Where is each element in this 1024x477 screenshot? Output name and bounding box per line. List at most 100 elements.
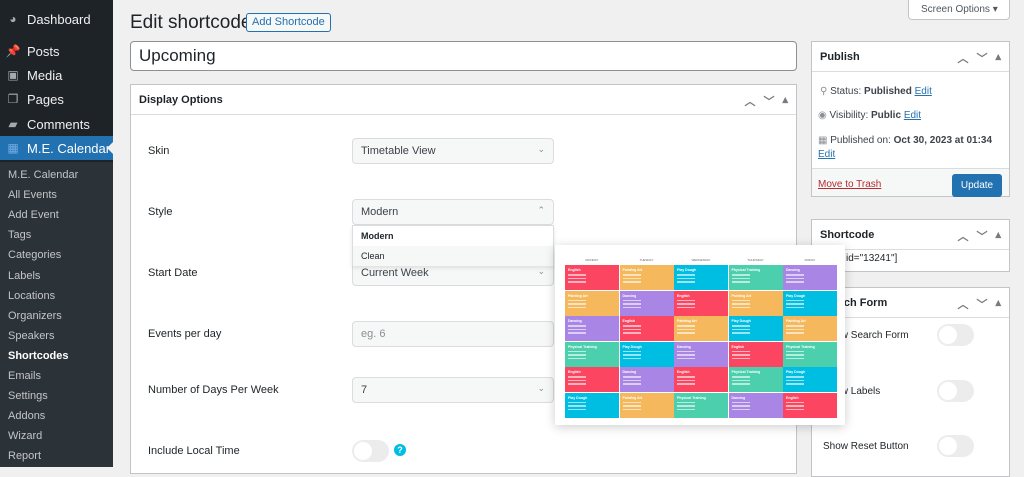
option-modern[interactable]: Modern bbox=[361, 231, 394, 241]
event-title: Physical Training bbox=[731, 370, 761, 374]
preview-event-cell: English bbox=[619, 316, 674, 341]
toggle-panel-icon[interactable]: ▴ bbox=[995, 297, 1001, 309]
box-header: Display Options ︿ ﹀ ▴ bbox=[131, 85, 796, 115]
move-down-icon[interactable]: ﹀ bbox=[976, 53, 988, 65]
submenu-item[interactable]: Add Event bbox=[8, 209, 59, 222]
move-down-icon[interactable]: ﹀ bbox=[976, 299, 988, 311]
skin-select[interactable]: Timetable View ⌄ bbox=[352, 138, 554, 164]
submenu-item[interactable]: Locations bbox=[8, 289, 56, 302]
event-title: Dancing bbox=[677, 344, 691, 349]
submenu-item[interactable]: M.E. Calendar bbox=[8, 169, 79, 181]
menu-pages[interactable]: ❐ Pages bbox=[0, 87, 113, 111]
move-up-icon[interactable]: ︿ bbox=[957, 231, 969, 243]
show-labels-toggle[interactable] bbox=[937, 380, 974, 402]
submenu-item[interactable]: Categories bbox=[8, 249, 62, 262]
page-title: Edit shortcodes bbox=[130, 12, 261, 33]
title-input[interactable] bbox=[130, 41, 797, 71]
admin-sidebar: ◕ Dashboard 📌 Posts ▣ Media ❐ Pages ▰ Comment… bbox=[0, 0, 113, 467]
status-row: ⚲ Status: Published Edit bbox=[820, 86, 932, 97]
preview-event-cell: Dancing bbox=[619, 367, 674, 392]
menu-label: Media bbox=[27, 67, 63, 83]
preview-event-cell: English bbox=[674, 290, 728, 316]
visibility-row: ◉ Visibility: Public Edit bbox=[818, 110, 921, 121]
preview-event-cell: English bbox=[783, 392, 837, 418]
menu-posts[interactable]: 📌 Posts bbox=[0, 39, 113, 63]
help-icon[interactable]: ? bbox=[394, 444, 406, 456]
event-title: Play Dough bbox=[731, 319, 751, 323]
shortcode-value[interactable]: id="13241"] bbox=[846, 253, 898, 264]
published-row: ▦ Published on: Oct 30, 2023 at 01:34 Edi… bbox=[818, 134, 1008, 162]
event-title: Dancing bbox=[786, 268, 800, 272]
toggle-panel-icon[interactable]: ▴ bbox=[995, 229, 1001, 241]
option-clean[interactable]: Clean bbox=[353, 246, 553, 266]
preview-event-cell: Painting Art bbox=[619, 392, 674, 418]
menu-comments[interactable]: ▰ Comments bbox=[0, 112, 113, 136]
style-select[interactable]: Modern ⌃ bbox=[352, 199, 554, 225]
chevron-down-icon: ⌄ bbox=[537, 383, 545, 393]
submenu-item[interactable]: Report bbox=[8, 450, 42, 463]
preview-event-cell: Physical Training bbox=[728, 367, 783, 392]
start-date-label: Start Date bbox=[148, 267, 198, 279]
event-title: English bbox=[568, 268, 581, 272]
submenu-item[interactable]: Shortcodes bbox=[8, 349, 69, 362]
edit-status-link[interactable]: Edit bbox=[914, 86, 932, 97]
event-title: English bbox=[677, 293, 690, 298]
skin-label: Skin bbox=[148, 145, 170, 157]
menu-label: Posts bbox=[27, 43, 60, 59]
screen-options-button[interactable]: Screen Options ▾ bbox=[908, 0, 1010, 20]
box-title: Shortcode bbox=[820, 228, 875, 241]
move-down-icon[interactable]: ﹀ bbox=[763, 96, 775, 108]
toggle-panel-icon[interactable]: ▴ bbox=[782, 94, 788, 106]
local-time-label: Include Local Time bbox=[148, 445, 240, 457]
box-title: Display Options bbox=[139, 93, 223, 106]
event-title: English bbox=[731, 344, 745, 349]
preview-event-cell: Physical Training bbox=[674, 392, 728, 418]
move-to-trash-link[interactable]: Move to Trash bbox=[818, 179, 882, 190]
preview-event-cell: English bbox=[674, 367, 728, 392]
dashboard-icon: ◕ bbox=[9, 12, 17, 26]
preview-event-cell: Dancing bbox=[619, 290, 674, 316]
edit-date-link[interactable]: Edit bbox=[818, 149, 836, 160]
preview-day-header: MONDAY bbox=[585, 258, 599, 262]
move-up-icon[interactable]: ︿ bbox=[957, 299, 969, 311]
preview-day-header: TUESDAY bbox=[639, 258, 654, 262]
days-per-week-label: Number of Days Per Week bbox=[148, 384, 279, 396]
media-icon: ▣ bbox=[7, 68, 19, 82]
event-title: Painting Art bbox=[622, 395, 643, 400]
add-shortcode-button[interactable]: Add Shortcode bbox=[246, 13, 331, 32]
show-search-form-toggle[interactable] bbox=[937, 324, 974, 346]
event-title: English bbox=[568, 370, 581, 374]
preview-event-cell: Play Dough bbox=[565, 392, 619, 418]
published-label: Published on: bbox=[830, 135, 891, 146]
menu-me-calendar[interactable]: ▦ M.E. Calendar bbox=[0, 136, 113, 160]
submenu-item[interactable]: All Events bbox=[8, 189, 57, 202]
events-per-day-input[interactable]: eg. 6 bbox=[352, 321, 554, 347]
move-down-icon[interactable]: ﹀ bbox=[976, 231, 988, 243]
visibility-value: Public bbox=[871, 110, 902, 121]
menu-dashboard[interactable]: ◕ Dashboard bbox=[0, 7, 113, 31]
status-value: Published bbox=[864, 86, 912, 97]
local-time-toggle[interactable] bbox=[352, 440, 389, 462]
days-per-week-select[interactable]: 7 ⌄ bbox=[352, 377, 554, 403]
submenu-item[interactable]: Tags bbox=[8, 229, 32, 242]
submenu-item[interactable]: Speakers bbox=[8, 329, 55, 342]
edit-visibility-link[interactable]: Edit bbox=[903, 110, 922, 121]
update-button[interactable]: Update bbox=[952, 174, 1002, 197]
submenu-item[interactable]: Wizard bbox=[8, 430, 43, 443]
menu-media[interactable]: ▣ Media bbox=[0, 63, 113, 87]
submenu-item[interactable]: Labels bbox=[8, 269, 41, 282]
preview-event-cell: Dancing bbox=[674, 341, 728, 367]
menu-label: Comments bbox=[27, 116, 90, 132]
preview-event-cell: Physical Training bbox=[728, 265, 783, 290]
event-title: Dancing bbox=[622, 293, 637, 298]
submenu-item[interactable]: Organizers bbox=[8, 309, 62, 322]
calendar-icon: ▦ bbox=[7, 141, 19, 155]
submenu-item[interactable]: Emails bbox=[8, 370, 42, 382]
move-up-icon[interactable]: ︿ bbox=[744, 96, 756, 108]
preview-event-cell: Play Dough bbox=[728, 316, 783, 341]
submenu-item[interactable]: Settings bbox=[8, 390, 48, 403]
show-reset-toggle[interactable] bbox=[937, 435, 974, 457]
submenu-item[interactable]: Addons bbox=[8, 410, 46, 423]
move-up-icon[interactable]: ︿ bbox=[957, 53, 969, 65]
toggle-panel-icon[interactable]: ▴ bbox=[995, 51, 1001, 63]
